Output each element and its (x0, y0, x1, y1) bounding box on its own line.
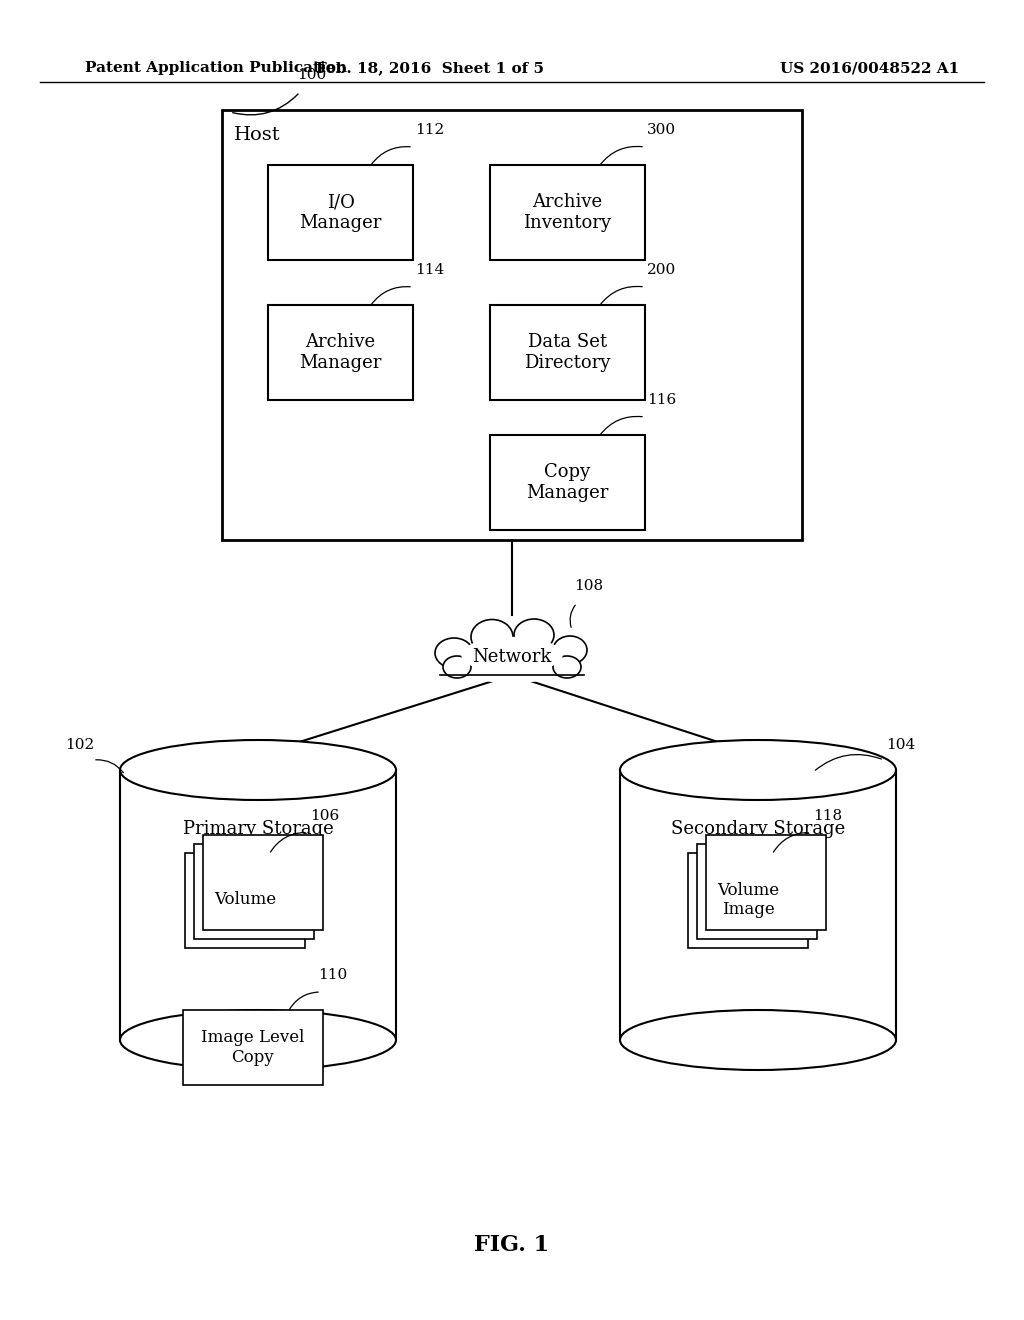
Text: 200: 200 (647, 263, 676, 277)
Bar (203, 834, 323, 929)
Bar (688, 853, 808, 948)
Text: 110: 110 (318, 968, 347, 982)
Text: Network: Network (472, 648, 552, 667)
Text: 102: 102 (65, 738, 94, 752)
Bar (706, 834, 826, 929)
Bar (120, 770, 396, 1040)
FancyArrowPatch shape (371, 286, 411, 305)
Ellipse shape (553, 656, 581, 678)
Text: 100: 100 (297, 69, 327, 82)
Text: Feb. 18, 2016  Sheet 1 of 5: Feb. 18, 2016 Sheet 1 of 5 (316, 61, 544, 75)
Text: Archive
Inventory: Archive Inventory (523, 193, 611, 232)
Bar (697, 843, 817, 939)
FancyArrowPatch shape (290, 993, 318, 1010)
FancyArrowPatch shape (773, 833, 808, 853)
Text: 300: 300 (647, 123, 676, 137)
Text: Copy
Manager: Copy Manager (526, 463, 608, 502)
FancyArrowPatch shape (96, 760, 123, 772)
Bar (490, 165, 645, 260)
FancyArrowPatch shape (600, 416, 642, 434)
Ellipse shape (435, 638, 473, 668)
Bar (183, 1010, 323, 1085)
Bar (194, 843, 314, 939)
Text: FIG. 1: FIG. 1 (474, 1234, 550, 1257)
Text: 118: 118 (813, 808, 842, 822)
FancyArrowPatch shape (371, 147, 411, 165)
Text: Secondary Storage: Secondary Storage (671, 821, 845, 838)
Text: Volume: Volume (214, 891, 276, 908)
Text: 114: 114 (415, 263, 444, 277)
Ellipse shape (620, 741, 896, 800)
Bar (620, 770, 896, 1040)
Bar (490, 436, 645, 531)
Bar (222, 110, 802, 540)
Text: Primary Storage: Primary Storage (182, 821, 334, 838)
Text: US 2016/0048522 A1: US 2016/0048522 A1 (780, 61, 959, 75)
Text: 116: 116 (647, 393, 676, 407)
FancyArrowPatch shape (570, 605, 575, 627)
Text: Patent Application Publication: Patent Application Publication (85, 61, 347, 75)
FancyArrowPatch shape (232, 94, 298, 115)
Text: 112: 112 (415, 123, 444, 137)
Ellipse shape (553, 636, 587, 664)
FancyArrowPatch shape (270, 833, 305, 853)
FancyArrowPatch shape (600, 286, 642, 305)
Ellipse shape (620, 1010, 896, 1071)
Text: Data Set
Directory: Data Set Directory (524, 333, 610, 372)
Ellipse shape (437, 618, 587, 682)
Text: Host: Host (234, 125, 281, 144)
Bar (268, 165, 413, 260)
Text: I/O
Manager: I/O Manager (299, 193, 382, 232)
Text: 104: 104 (886, 738, 915, 752)
Ellipse shape (443, 656, 471, 678)
Text: Volume
Image: Volume Image (717, 882, 779, 919)
FancyArrowPatch shape (815, 755, 882, 771)
Ellipse shape (120, 1010, 396, 1071)
Ellipse shape (120, 741, 396, 800)
Ellipse shape (514, 619, 554, 651)
Text: 106: 106 (310, 808, 339, 822)
Bar (490, 305, 645, 400)
Ellipse shape (462, 638, 562, 672)
Text: 108: 108 (574, 579, 603, 593)
Ellipse shape (471, 619, 513, 655)
Text: Image Level
Copy: Image Level Copy (202, 1030, 305, 1065)
Bar (185, 853, 305, 948)
Bar (268, 305, 413, 400)
FancyArrowPatch shape (600, 147, 642, 165)
Text: Archive
Manager: Archive Manager (299, 333, 382, 372)
